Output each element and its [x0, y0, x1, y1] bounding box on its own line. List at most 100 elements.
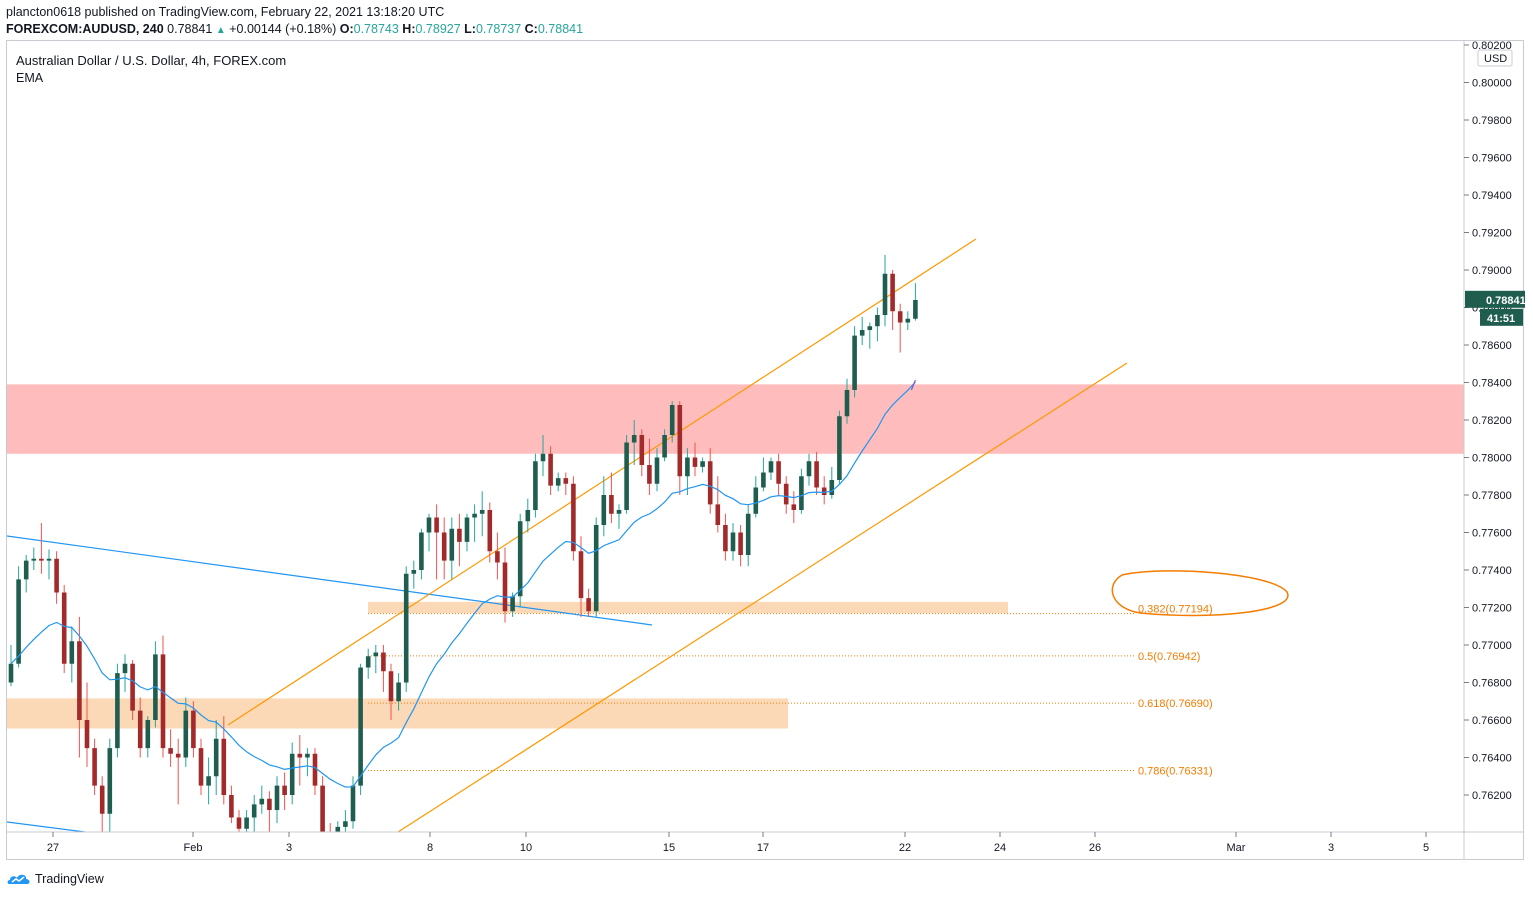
candle-body — [571, 483, 576, 552]
y-tick-label: 0.79200 — [1472, 228, 1512, 240]
candle-body — [99, 785, 105, 814]
countdown-label: 41:51 — [1487, 313, 1515, 325]
candle-body — [213, 738, 219, 777]
candle-body — [229, 795, 234, 818]
y-tick-label: 0.77400 — [1472, 565, 1512, 577]
support-zone — [7, 698, 788, 729]
candle-body — [358, 667, 363, 786]
candle-body — [441, 532, 447, 561]
tradingview-cloud-icon — [7, 874, 30, 884]
candle-body — [730, 532, 736, 552]
chart-frame — [6, 40, 1524, 860]
candle-body — [806, 461, 812, 477]
fib-label: 0.618(0.76690) — [1138, 698, 1213, 710]
candle-body — [289, 753, 295, 795]
candle-body — [259, 798, 265, 805]
candle-body — [305, 753, 310, 758]
candle-body — [616, 510, 622, 514]
y-tick-label: 0.79400 — [1472, 190, 1512, 202]
candle-body — [707, 461, 713, 505]
x-tick-label: 17 — [757, 842, 769, 854]
candle-body — [92, 748, 97, 786]
candle-body — [487, 510, 493, 552]
candle-body — [297, 753, 303, 758]
candle-body — [738, 532, 743, 555]
candle-body — [419, 532, 424, 570]
y-tick-label: 0.77600 — [1472, 528, 1512, 540]
x-tick-label: 3 — [1328, 842, 1334, 854]
candle-body — [411, 570, 417, 574]
currency-label: USD — [1484, 53, 1507, 65]
candle-body — [69, 641, 75, 664]
candle-body — [175, 753, 181, 758]
symbol-label[interactable]: FOREXCOM:AUDUSD, 240 — [6, 22, 164, 36]
y-tick-label: 0.80000 — [1472, 78, 1512, 90]
candle-body — [799, 476, 804, 510]
candle-body — [160, 654, 166, 749]
candle-body — [61, 592, 67, 664]
x-tick-label: Mar — [1227, 842, 1246, 854]
candle-body — [457, 528, 462, 542]
candle-body — [814, 461, 819, 488]
high-label: H: — [402, 22, 416, 36]
fib-label: 0.786(0.76331) — [1138, 765, 1213, 777]
candle-body — [753, 487, 759, 514]
candle-body — [282, 785, 287, 795]
tradingview-logo[interactable]: TradingView — [7, 872, 104, 886]
x-tick-label: 5 — [1423, 842, 1429, 854]
candle-body — [381, 652, 386, 672]
candle-body — [844, 390, 850, 417]
candle-body — [396, 682, 401, 702]
candle-body — [365, 656, 371, 668]
candle-body — [768, 461, 774, 473]
candle-body — [31, 558, 37, 561]
high-value: 0.78927 — [415, 22, 461, 36]
candle-body — [715, 504, 721, 525]
currency-badge — [1477, 49, 1513, 67]
candle-body — [434, 517, 439, 533]
countdown-tag — [1480, 308, 1523, 326]
candle-body — [821, 487, 827, 495]
candle-body — [639, 435, 645, 465]
last-price-tag — [1465, 290, 1525, 308]
y-tick-label: 0.78600 — [1472, 340, 1512, 352]
candle-body — [84, 720, 90, 749]
candle-body — [122, 663, 128, 674]
candle-body — [677, 405, 683, 477]
candle-body — [502, 562, 508, 612]
ema-tail — [910, 379, 916, 391]
x-tick-label: 27 — [47, 842, 59, 854]
low-label: L: — [464, 22, 476, 36]
chart-legend-title: Australian Dollar / U.S. Dollar, 4h, FOR… — [16, 53, 287, 68]
candle-body — [654, 457, 660, 484]
candle-body — [761, 472, 766, 488]
candle-body — [373, 652, 379, 657]
indicator-label[interactable]: EMA — [16, 71, 44, 85]
y-tick-label: 0.78200 — [1472, 415, 1512, 427]
candle-body — [662, 435, 667, 458]
candle-body — [586, 598, 591, 612]
highlight-ellipse — [1111, 570, 1289, 617]
candle-body — [472, 513, 477, 518]
candle-body — [115, 673, 120, 749]
candle-body — [867, 326, 873, 330]
candle-body — [77, 641, 82, 720]
close-label: C: — [524, 22, 538, 36]
fib-label: 0.5(0.76942) — [1138, 651, 1200, 663]
y-tick-label: 0.76800 — [1472, 678, 1512, 690]
candle-body — [388, 671, 394, 702]
candle-body — [525, 510, 531, 522]
candle-body — [859, 330, 865, 336]
publisher-line: plancton0618 published on TradingView.co… — [6, 5, 445, 19]
candle-body — [403, 573, 409, 683]
candle-body — [244, 817, 249, 829]
y-tick-label: 0.79000 — [1472, 265, 1512, 277]
candle-body — [236, 817, 242, 829]
x-tick-label: Feb — [184, 842, 203, 854]
candle-body — [221, 738, 227, 795]
candle-body — [837, 416, 842, 480]
candle-body — [183, 710, 189, 758]
candle-body — [23, 560, 29, 580]
candle-body — [312, 753, 318, 786]
